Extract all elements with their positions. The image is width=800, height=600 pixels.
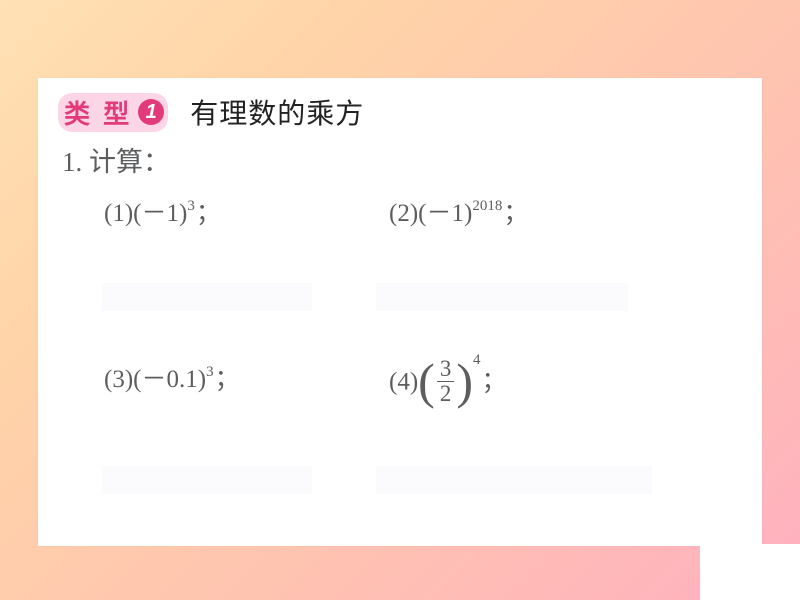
exponent: 3 bbox=[187, 198, 195, 214]
item-label: (2) bbox=[389, 200, 418, 227]
problem-number: 1. bbox=[62, 147, 82, 177]
row-1: (1)(－1)3； (2)(－1)2018； bbox=[104, 193, 742, 229]
section-header: 类 型 1 有理数的乘方 bbox=[58, 92, 742, 132]
base-val: －0.1 bbox=[141, 366, 197, 393]
row-2: (3)(－0.1)3； (4)(32)4； bbox=[104, 359, 742, 408]
type-number: 1 bbox=[146, 101, 157, 124]
corner-patch bbox=[700, 544, 800, 600]
base-val: －1 bbox=[426, 200, 464, 227]
tail: ； bbox=[215, 366, 240, 393]
item-label: (1) bbox=[104, 200, 133, 227]
tail: ； bbox=[503, 200, 528, 227]
item-1: (1)(－1)3； bbox=[104, 193, 389, 229]
tail: ； bbox=[481, 368, 506, 395]
big-paren-open: ( bbox=[418, 353, 435, 409]
problem-stem: 1. 计算： bbox=[62, 140, 742, 179]
exponent: 4 bbox=[473, 352, 481, 368]
worksheet-page: 类 型 1 有理数的乘方 1. 计算： (1)(－1)3； (2)(－1)201… bbox=[38, 78, 762, 546]
item-label: (4) bbox=[389, 368, 418, 395]
item-4: (4)(32)4； bbox=[389, 359, 506, 408]
exponent: 2018 bbox=[472, 198, 502, 214]
problem-text: 计算： bbox=[89, 147, 170, 177]
fraction: 32 bbox=[437, 357, 455, 406]
type-badge: 类 型 1 bbox=[58, 93, 168, 132]
frac-denominator: 2 bbox=[437, 381, 455, 406]
type-label: 类 型 bbox=[64, 99, 132, 129]
frac-numerator: 3 bbox=[437, 357, 455, 381]
base-val: －1 bbox=[141, 200, 179, 227]
paren-close: ) bbox=[198, 366, 206, 393]
exponent: 3 bbox=[206, 364, 214, 380]
item-3: (3)(－0.1)3； bbox=[104, 359, 389, 408]
answer-strip bbox=[376, 466, 652, 494]
answer-strip bbox=[376, 283, 628, 311]
type-number-circle: 1 bbox=[138, 99, 164, 125]
answer-strip bbox=[102, 283, 312, 311]
answer-strip bbox=[102, 466, 312, 494]
item-label: (3) bbox=[104, 366, 133, 393]
item-2: (2)(－1)2018； bbox=[389, 193, 528, 229]
section-title: 有理数的乘方 bbox=[190, 98, 364, 129]
tail: ； bbox=[196, 200, 221, 227]
big-paren-close: ) bbox=[456, 353, 473, 409]
